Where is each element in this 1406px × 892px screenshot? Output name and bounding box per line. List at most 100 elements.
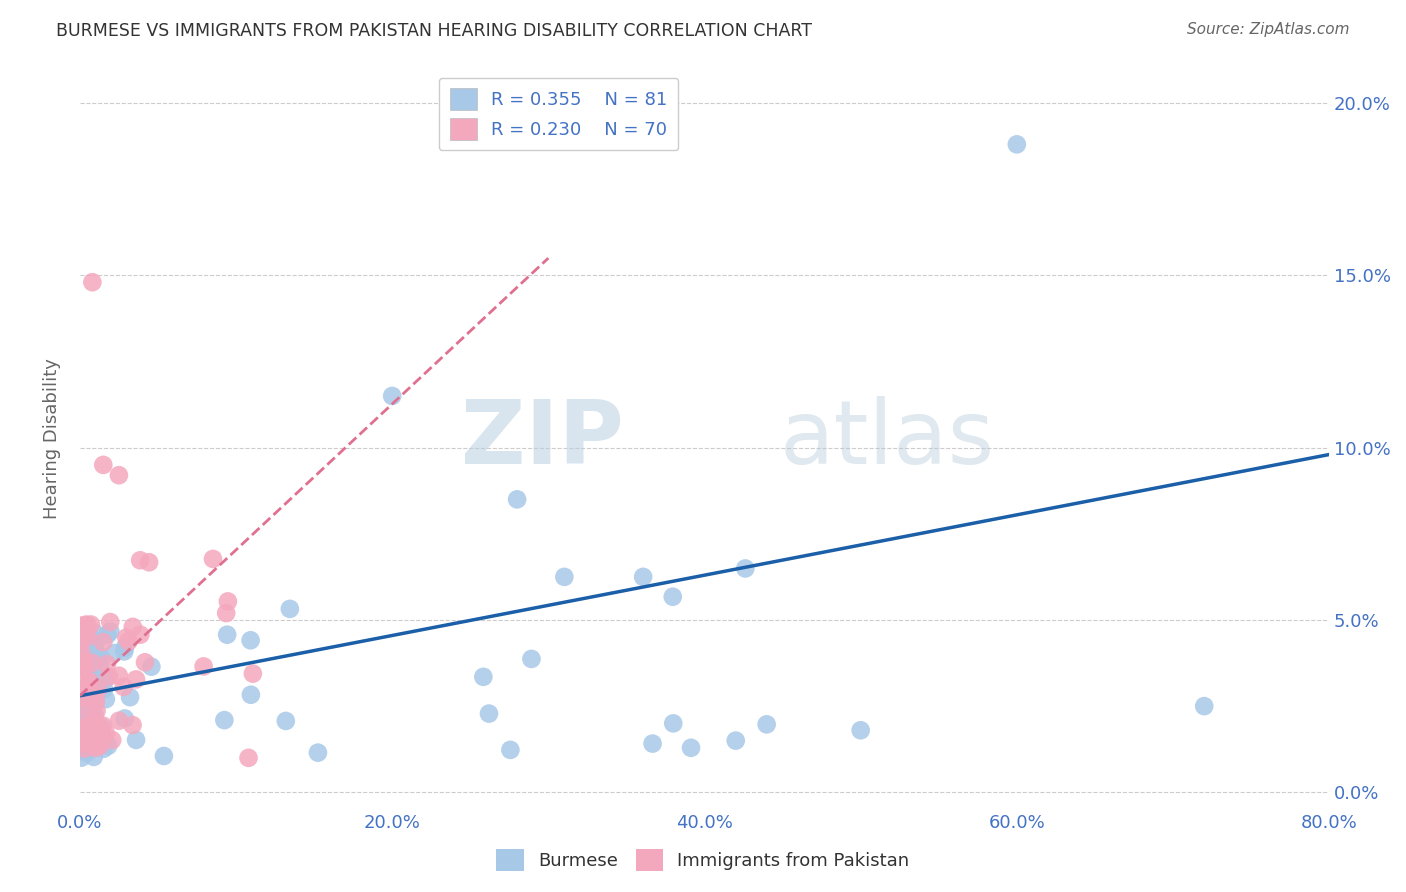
Point <box>134 655 156 669</box>
Point <box>80 665 103 679</box>
Point <box>70 750 93 764</box>
Point <box>381 389 404 403</box>
Point <box>217 594 239 608</box>
Point <box>83 697 105 711</box>
Point <box>478 706 501 721</box>
Point <box>83 713 105 727</box>
Point <box>278 602 301 616</box>
Point <box>91 458 114 472</box>
Point <box>80 689 103 703</box>
Point <box>77 627 100 641</box>
Point <box>90 720 112 734</box>
Point <box>125 732 148 747</box>
Point <box>679 740 702 755</box>
Point <box>87 739 110 754</box>
Point <box>86 687 108 701</box>
Point <box>75 683 97 698</box>
Y-axis label: Hearing Disability: Hearing Disability <box>44 359 60 519</box>
Point <box>724 733 747 747</box>
Point <box>77 662 100 676</box>
Point <box>108 468 131 483</box>
Point <box>631 570 654 584</box>
Point <box>118 690 141 705</box>
Point <box>70 653 93 667</box>
Point <box>193 659 215 673</box>
Point <box>214 713 236 727</box>
Point <box>641 737 664 751</box>
Point <box>72 729 94 743</box>
Point <box>73 732 96 747</box>
Point <box>70 700 93 714</box>
Point <box>96 657 118 671</box>
Point <box>93 741 115 756</box>
Point <box>274 714 297 728</box>
Point <box>79 674 101 689</box>
Point <box>80 634 103 648</box>
Point <box>70 646 93 660</box>
Point <box>506 492 529 507</box>
Point <box>73 736 96 750</box>
Point <box>73 655 96 669</box>
Point <box>94 673 117 687</box>
Point <box>83 740 105 755</box>
Point <box>80 617 103 632</box>
Point <box>112 644 135 658</box>
Point <box>75 718 97 732</box>
Point <box>89 657 111 671</box>
Point <box>91 718 114 732</box>
Point <box>75 714 97 729</box>
Point <box>499 743 522 757</box>
Legend: Burmese, Immigrants from Pakistan: Burmese, Immigrants from Pakistan <box>489 842 917 879</box>
Point <box>87 720 110 734</box>
Point <box>153 749 176 764</box>
Point <box>79 657 101 672</box>
Point <box>87 651 110 665</box>
Point <box>70 744 93 758</box>
Point <box>1192 699 1215 714</box>
Point <box>121 718 143 732</box>
Point <box>89 731 111 745</box>
Point <box>553 570 575 584</box>
Point <box>70 673 93 687</box>
Point <box>90 649 112 664</box>
Point <box>77 647 100 661</box>
Point <box>76 618 98 632</box>
Point <box>70 723 93 737</box>
Point <box>125 673 148 687</box>
Point <box>83 750 105 764</box>
Point <box>90 723 112 737</box>
Point <box>70 690 93 705</box>
Point <box>307 746 329 760</box>
Point <box>77 648 100 663</box>
Point <box>201 552 224 566</box>
Point <box>755 717 778 731</box>
Point <box>215 606 238 620</box>
Point <box>114 711 136 725</box>
Point <box>79 704 101 718</box>
Point <box>94 692 117 706</box>
Point <box>75 689 97 703</box>
Point <box>94 726 117 740</box>
Point <box>79 696 101 710</box>
Point <box>217 628 239 642</box>
Point <box>101 733 124 747</box>
Point <box>84 689 107 703</box>
Point <box>103 646 125 660</box>
Point <box>91 635 114 649</box>
Point <box>70 618 93 632</box>
Point <box>82 673 104 688</box>
Point <box>93 682 115 697</box>
Point <box>80 710 103 724</box>
Point <box>97 669 120 683</box>
Point <box>75 710 97 724</box>
Point <box>73 733 96 747</box>
Point <box>100 624 122 639</box>
Point <box>77 731 100 746</box>
Point <box>141 659 163 673</box>
Point <box>73 623 96 637</box>
Point <box>80 647 103 661</box>
Point <box>84 636 107 650</box>
Text: ZIP: ZIP <box>461 395 623 483</box>
Point <box>82 690 104 705</box>
Point <box>93 730 115 744</box>
